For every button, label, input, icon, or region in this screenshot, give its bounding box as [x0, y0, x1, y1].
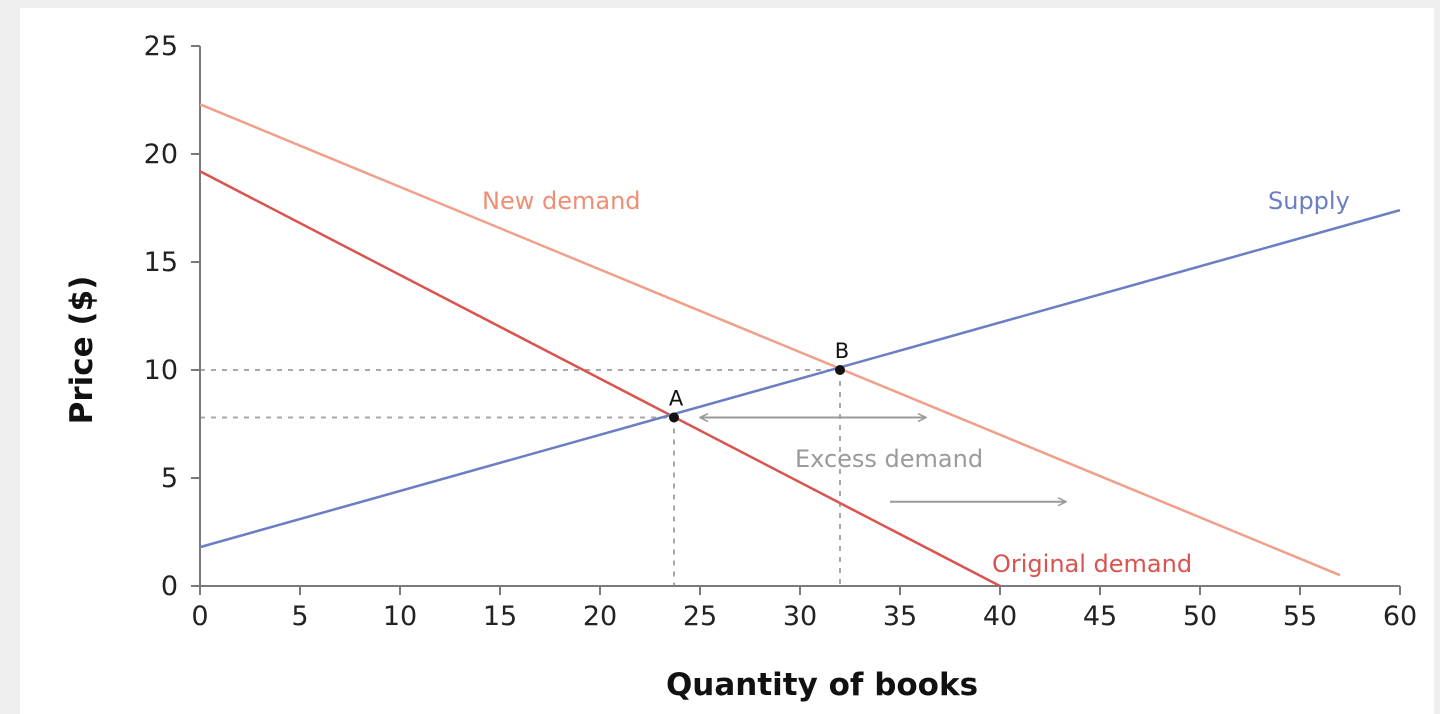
series-line-supply	[199, 208, 1401, 549]
series-line-new-demand	[199, 103, 1341, 577]
y-tick-label: 0	[161, 571, 178, 602]
x-tick-label: 0	[191, 601, 208, 632]
equilibrium-point-b	[835, 365, 845, 375]
x-tick-label: 25	[683, 601, 717, 632]
point-label-b: B	[835, 339, 849, 363]
series-lines	[199, 103, 1401, 588]
x-tick-label: 35	[883, 601, 917, 632]
series-label-new-demand: New demand	[482, 187, 641, 215]
arrows	[700, 418, 1066, 502]
x-tick-label: 55	[1283, 601, 1317, 632]
y-axis-title: Price ($)	[64, 276, 100, 425]
x-tick-label: 45	[1083, 601, 1117, 632]
y-tick-label: 15	[144, 247, 178, 278]
excess-demand-label: Excess demand	[795, 445, 983, 473]
y-tick-label: 10	[144, 355, 178, 386]
y-tick-label: 20	[144, 139, 178, 170]
labels: New demand Supply Original demand Excess…	[482, 187, 1350, 578]
x-tick-label: 15	[483, 601, 517, 632]
x-tick-label: 30	[783, 601, 817, 632]
y-tick-label: 5	[161, 463, 178, 494]
y-tick-label: 25	[144, 31, 178, 62]
point-label-a: A	[669, 387, 684, 411]
x-tick-label: 5	[291, 601, 308, 632]
series-line-original-demand	[199, 170, 1001, 588]
x-tick-label: 40	[983, 601, 1017, 632]
x-tick-label: 10	[383, 601, 417, 632]
x-axis-title: Quantity of books	[666, 667, 978, 703]
ticks: 0 5 10 15 20 25 30 35 40 45 50 55 60 0 5 10 15 20 25	[144, 31, 1418, 632]
points: AB	[669, 339, 849, 423]
x-tick-label: 20	[583, 601, 617, 632]
x-tick-label: 60	[1383, 601, 1417, 632]
axes	[199, 46, 1400, 587]
x-tick-label: 50	[1183, 601, 1217, 632]
equilibrium-point-a	[669, 412, 679, 423]
guide-lines	[200, 369, 841, 586]
series-label-supply: Supply	[1268, 187, 1350, 215]
series-label-original-demand: Original demand	[992, 550, 1192, 578]
